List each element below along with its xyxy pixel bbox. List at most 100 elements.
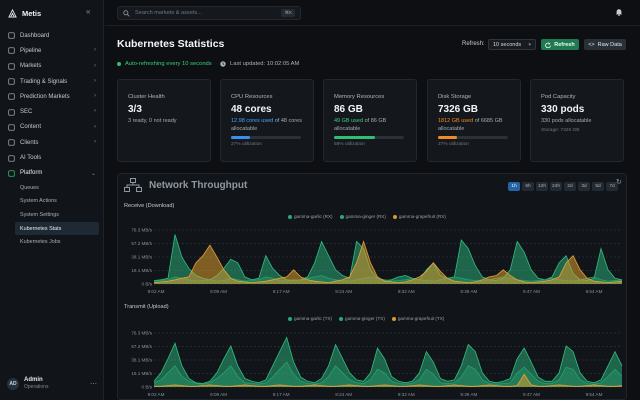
sidebar-item-label: Prediction Markets xyxy=(20,93,70,100)
series-area-gamma-grapefruit-rx- xyxy=(154,241,622,284)
auto-refresh-text: Auto-refreshing every 10 seconds xyxy=(125,61,212,67)
series-line-gamma-ginger-tx- xyxy=(153,361,623,385)
series-line-gamma-grapefruit-rx- xyxy=(153,240,623,284)
server-icon xyxy=(8,170,15,177)
logo-icon xyxy=(8,8,17,18)
y-tick-label: 57.2 MB/s xyxy=(131,344,152,349)
sidebar-item-markets[interactable]: Markets › xyxy=(0,59,104,74)
card-utilization: Storage: 7326 GB xyxy=(541,128,580,133)
sidebar-item-pipeline[interactable]: Pipeline › xyxy=(0,43,104,58)
brand[interactable]: Metis xyxy=(8,7,41,19)
chevron-down-icon: ⌄ xyxy=(90,170,96,177)
topbar: Search markets & assets... ⌘K xyxy=(105,0,640,26)
legend-item[interactable]: gamma-grapefruit (TX) xyxy=(391,316,445,321)
legend-label: gamma-ginger (RX) xyxy=(345,214,386,219)
sidebar-subitem-kubernetes-stats[interactable]: Kubernetes Stats xyxy=(15,221,99,236)
last-updated-text: Last updated: 10:02:05 AM xyxy=(230,61,300,67)
collapse-sidebar-icon[interactable]: « xyxy=(86,7,91,16)
legend-label: gamma-garlic (TX) xyxy=(294,316,333,321)
y-tick-label: 0 B/s xyxy=(142,385,153,390)
y-tick-label: 19.1 MB/s xyxy=(131,268,152,273)
sidebar-item-label: Clients xyxy=(20,139,39,146)
clock-icon xyxy=(220,61,226,67)
user-menu-icon[interactable]: ⋯ xyxy=(90,381,97,388)
range-6h[interactable]: 6h xyxy=(522,182,534,191)
bell-icon[interactable] xyxy=(615,8,623,16)
legend-label: gamma-grapefruit (RX) xyxy=(398,214,446,219)
sidebar-nav: Dashboard Pipeline › Markets › Trading & Sign… xyxy=(0,28,104,249)
stat-card-memory-resources: Memory Resources 86 GB 49 GB used of 86 GB… xyxy=(323,79,417,162)
last-updated: Last updated: 10:02:05 AM xyxy=(220,61,299,67)
y-tick-label: 19.1 MB/s xyxy=(131,371,152,376)
sidebar-item-clients[interactable]: Clients › xyxy=(0,135,104,150)
raw-data-label: Raw Data xyxy=(597,41,622,48)
auto-refresh-status: Auto-refreshing every 10 seconds xyxy=(117,61,212,67)
raw-data-button[interactable]: <> Raw Data xyxy=(584,39,626,50)
stat-card-cpu-resources: CPU Resources 48 cores 12.98 cores used of… xyxy=(220,79,314,162)
page-title: Kubernetes Statistics xyxy=(117,38,225,50)
sidebar-item-label: Dashboard xyxy=(20,32,50,39)
refresh-interval-select[interactable]: 10 seconds ▾ xyxy=(488,39,536,50)
card-utilization: 27% utilization xyxy=(438,142,469,147)
file-icon xyxy=(8,124,15,131)
sidebar-item-prediction-markets[interactable]: Prediction Markets › xyxy=(0,89,104,104)
card-utilization: 58% utilization xyxy=(334,142,365,147)
legend-label: gamma-grapefruit (TX) xyxy=(397,316,445,321)
sidebar-subitem-system-settings[interactable]: System Settings xyxy=(20,211,59,218)
x-tick-label: 9:32 AM xyxy=(398,392,415,397)
sidebar-item-label: SEC xyxy=(20,109,33,116)
card-progress-fill xyxy=(231,136,250,139)
range-3d[interactable]: 3d xyxy=(578,182,591,191)
sidebar-item-ai-tools[interactable]: AI Tools xyxy=(0,150,104,165)
search-shortcut: ⌘K xyxy=(281,9,295,17)
sidebar-item-platform[interactable]: Platform ⌄ xyxy=(0,166,104,181)
building-icon xyxy=(8,108,15,116)
y-tick-label: 38.1 MB/s xyxy=(131,255,152,260)
receive-legend: gamma-garlic (RX) gamma-ginger (RX) gamma-… xyxy=(288,214,446,219)
sidebar-item-trading-signals[interactable]: Trading & Signals › xyxy=(0,74,104,89)
card-progress-bar xyxy=(438,136,508,139)
chart-refresh-icon[interactable]: ↻ xyxy=(616,179,622,186)
search-icon xyxy=(123,9,130,17)
sidebar-subitem-system-actions[interactable]: System Actions xyxy=(20,198,57,205)
range-1h[interactable]: 1h xyxy=(508,182,520,191)
sidebar-subitem-kubernetes-jobs[interactable]: Kubernetes Jobs xyxy=(20,239,61,246)
legend-item[interactable]: gamma-grapefruit (RX) xyxy=(392,214,446,219)
card-utilization: 27% utilization xyxy=(231,142,262,147)
chevron-right-icon: › xyxy=(94,62,96,69)
legend-item[interactable]: gamma-ginger (RX) xyxy=(339,214,386,219)
card-progress-bar xyxy=(334,136,404,139)
range-24h[interactable]: 24h xyxy=(550,182,563,191)
range-12h[interactable]: 12h xyxy=(536,182,549,191)
chart-icon xyxy=(8,63,15,70)
user-profile[interactable]: AD Admin Operations xyxy=(7,377,48,390)
card-value: 7326 GB xyxy=(438,104,479,115)
card-label: Pod Capacity xyxy=(541,94,576,100)
sidebar-item-label: Trading & Signals xyxy=(20,78,68,85)
code-icon: <> xyxy=(588,41,595,48)
card-allocatable: of 86 GB allocatable xyxy=(334,118,387,132)
receive-chart: 76.3 MB/s 57.2 MB/s 38.1 MB/s 19.1 MB/s 0 B/… xyxy=(131,228,623,294)
y-tick-label: 57.2 MB/s xyxy=(131,241,152,246)
search-placeholder: Search markets & assets... xyxy=(135,10,202,16)
refresh-button[interactable]: Refresh xyxy=(541,39,579,50)
legend-item[interactable]: gamma-garlic (TX) xyxy=(288,316,332,321)
chevron-right-icon: › xyxy=(94,93,96,100)
range-2d[interactable]: 2d xyxy=(564,182,577,191)
range-7d[interactable]: 7d xyxy=(606,182,619,191)
legend-swatch-icon xyxy=(339,214,344,219)
legend-item[interactable]: gamma-ginger (TX) xyxy=(339,316,385,321)
status-dot-icon xyxy=(117,62,121,66)
legend-swatch-icon xyxy=(339,316,344,321)
sidebar-item-content[interactable]: Content › xyxy=(0,120,104,135)
card-progress-fill xyxy=(438,136,457,139)
range-5d[interactable]: 5d xyxy=(592,182,605,191)
card-label: Memory Resources xyxy=(334,94,385,100)
search-input[interactable]: Search markets & assets... ⌘K xyxy=(117,6,301,20)
sidebar-item-dashboard[interactable]: Dashboard xyxy=(0,28,104,43)
sidebar-subitem-queues[interactable]: Queues xyxy=(20,184,39,191)
sidebar-item-sec[interactable]: SEC › xyxy=(0,104,104,119)
legend-item[interactable]: gamma-garlic (RX) xyxy=(288,214,333,219)
card-used: 12.98 cores used xyxy=(231,118,274,124)
series-area-gamma-garlic-rx- xyxy=(154,234,622,284)
